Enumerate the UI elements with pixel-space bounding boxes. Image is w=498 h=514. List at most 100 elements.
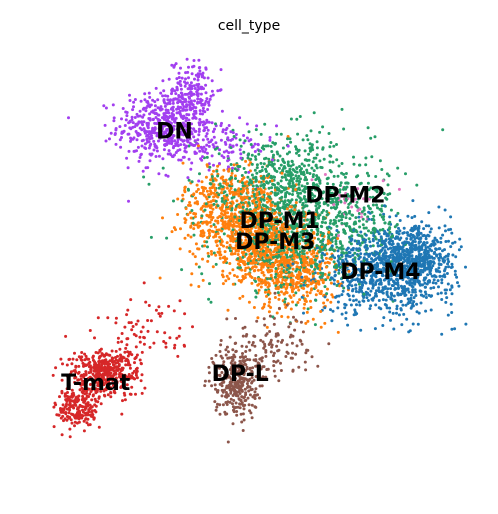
scatter-point xyxy=(256,393,260,397)
scatter-point xyxy=(202,220,206,224)
scatter-point xyxy=(344,216,348,220)
scatter-point xyxy=(302,218,306,222)
scatter-point xyxy=(320,211,324,214)
scatter-point xyxy=(316,237,320,241)
scatter-point xyxy=(396,211,400,215)
scatter-point xyxy=(318,159,322,163)
scatter-point xyxy=(283,297,287,301)
scatter-point xyxy=(214,253,218,257)
scatter-point xyxy=(190,72,194,76)
scatter-point xyxy=(220,109,224,113)
scatter-point xyxy=(324,265,328,269)
scatter-point xyxy=(108,137,111,141)
scatter-point xyxy=(291,187,295,191)
scatter-point xyxy=(93,336,96,340)
scatter-point xyxy=(141,107,145,111)
scatter-point xyxy=(214,141,218,145)
scatter-point xyxy=(222,232,226,236)
scatter-point xyxy=(280,281,284,285)
scatter-point xyxy=(294,174,298,178)
scatter-point xyxy=(326,276,330,280)
scatter-point xyxy=(318,260,322,264)
scatter-point xyxy=(251,187,255,191)
scatter-point xyxy=(378,159,382,163)
scatter-point xyxy=(143,386,147,390)
scatter-point xyxy=(141,138,145,142)
scatter-point xyxy=(234,350,238,354)
scatter-point xyxy=(346,246,350,250)
scatter-point xyxy=(281,278,285,282)
scatter-point xyxy=(382,278,386,282)
scatter-point xyxy=(212,223,216,227)
scatter-point xyxy=(262,273,266,277)
scatter-point xyxy=(397,226,400,230)
scatter-point xyxy=(214,408,218,412)
scatter-point xyxy=(279,184,283,188)
scatter-point xyxy=(371,244,375,248)
scatter-point xyxy=(199,145,203,149)
scatter-point xyxy=(182,105,186,109)
scatter-point xyxy=(286,144,290,148)
scatter-point xyxy=(291,189,295,193)
scatter-point xyxy=(173,343,177,347)
scatter-point xyxy=(315,140,319,144)
scatter-point xyxy=(224,131,228,135)
scatter-point xyxy=(84,378,88,382)
scatter-point xyxy=(415,302,419,306)
scatter-point xyxy=(254,354,258,357)
scatter-point xyxy=(250,145,254,149)
scatter-point xyxy=(135,138,139,142)
scatter-point xyxy=(99,347,103,351)
scatter-point xyxy=(230,171,234,175)
scatter-point xyxy=(453,240,457,244)
scatter-point xyxy=(193,139,197,143)
scatter-point xyxy=(391,311,395,315)
scatter-point xyxy=(294,147,298,151)
scatter-point xyxy=(164,108,168,112)
scatter-point xyxy=(147,146,151,150)
scatter-point xyxy=(54,366,58,370)
scatter-point xyxy=(128,93,131,97)
scatter-point xyxy=(116,336,120,340)
scatter-point xyxy=(272,369,276,373)
scatter-point xyxy=(207,120,211,124)
scatter-point xyxy=(447,260,451,264)
scatter-point xyxy=(128,366,132,370)
scatter-point xyxy=(123,325,127,329)
scatter-point xyxy=(159,91,163,95)
scatter-point xyxy=(134,322,138,326)
scatter-point xyxy=(211,265,215,269)
scatter-point xyxy=(263,323,267,327)
scatter-point xyxy=(242,150,246,154)
scatter-point xyxy=(297,281,301,285)
scatter-point xyxy=(206,128,210,132)
scatter-point xyxy=(432,260,435,264)
scatter-point xyxy=(410,229,414,233)
scatter-point xyxy=(207,101,210,105)
scatter-point xyxy=(51,373,55,377)
scatter-point xyxy=(286,351,290,355)
scatter-point xyxy=(133,98,137,101)
scatter-point xyxy=(221,256,225,260)
scatter-point xyxy=(364,290,368,294)
scatter-point xyxy=(254,157,258,161)
scatter-point xyxy=(216,221,220,225)
scatter-point xyxy=(213,383,217,387)
scatter-point xyxy=(212,183,216,187)
scatter-point xyxy=(162,148,166,152)
scatter-point xyxy=(425,241,429,245)
scatter-point xyxy=(211,207,215,211)
scatter-point xyxy=(272,162,276,166)
scatter-point xyxy=(200,206,204,210)
scatter-point xyxy=(336,249,340,253)
scatter-point xyxy=(300,342,304,346)
scatter-point xyxy=(254,375,258,378)
scatter-point xyxy=(234,317,237,320)
scatter-point xyxy=(271,279,275,282)
scatter-point xyxy=(397,187,401,191)
scatter-point xyxy=(158,314,162,318)
scatter-point xyxy=(334,295,337,299)
scatter-point xyxy=(128,99,132,102)
scatter-point xyxy=(163,104,167,108)
scatter-point xyxy=(223,210,227,214)
